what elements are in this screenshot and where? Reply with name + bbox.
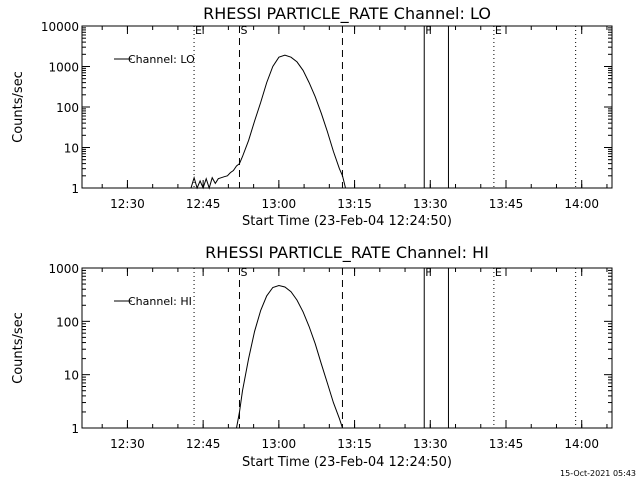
marker-label: E bbox=[495, 266, 502, 279]
y-tick-label: 10000 bbox=[41, 20, 79, 34]
marker-label: F bbox=[425, 24, 431, 37]
x-tick-label: 12:45 bbox=[186, 437, 221, 451]
x-tick-label: 13:00 bbox=[262, 197, 297, 211]
timestamp-label: 15-Oct-2021 05:43 bbox=[560, 469, 636, 478]
chart-title: RHESSI PARTICLE_RATE Channel: HI bbox=[205, 243, 489, 263]
x-tick-label: 13:00 bbox=[262, 437, 297, 451]
y-tick-label: 1 bbox=[71, 182, 79, 196]
x-tick-label: 12:45 bbox=[186, 197, 221, 211]
y-axis-label: Counts/sec bbox=[11, 71, 26, 143]
y-axis-label: Counts/sec bbox=[11, 312, 26, 384]
marker-label: S bbox=[240, 266, 247, 279]
x-axis-label: Start Time (23-Feb-04 12:24:50) bbox=[242, 455, 452, 470]
y-tick-label: 1000 bbox=[48, 61, 79, 75]
marker-label: F bbox=[425, 266, 431, 279]
x-tick-label: 13:15 bbox=[337, 197, 372, 211]
y-tick-label: 1000 bbox=[48, 262, 79, 276]
series-line bbox=[236, 284, 343, 429]
y-tick-label: 100 bbox=[56, 315, 79, 329]
plot-frame bbox=[81, 25, 613, 189]
y-tick-label: 1 bbox=[71, 422, 79, 436]
x-tick-label: 12:30 bbox=[110, 197, 145, 211]
x-tick-label: 13:30 bbox=[413, 437, 448, 451]
marker-label: S bbox=[240, 24, 247, 37]
x-tick-label: 12:30 bbox=[110, 437, 145, 451]
x-tick-label: 13:45 bbox=[489, 197, 524, 211]
legend-label: Channel: HI bbox=[128, 295, 192, 308]
x-tick-label: 13:30 bbox=[413, 197, 448, 211]
y-tick-label: 10 bbox=[64, 142, 79, 156]
x-tick-label: 14:00 bbox=[564, 437, 599, 451]
x-axis-label: Start Time (23-Feb-04 12:24:50) bbox=[242, 214, 452, 229]
y-tick-label: 10 bbox=[64, 369, 79, 383]
marker-label: E bbox=[195, 24, 202, 37]
x-tick-label: 13:15 bbox=[337, 437, 372, 451]
chart-title: RHESSI PARTICLE_RATE Channel: LO bbox=[203, 4, 491, 24]
marker-label: E bbox=[495, 24, 502, 37]
series-line bbox=[188, 54, 346, 190]
y-tick-label: 100 bbox=[56, 101, 79, 115]
channel-lo-panel: RHESSI PARTICLE_RATE Channel: LO Start Ti… bbox=[11, 4, 613, 229]
channel-hi-panel: RHESSI PARTICLE_RATE Channel: HI Start Ti… bbox=[11, 243, 613, 470]
legend-label: Channel: LO bbox=[128, 53, 195, 66]
x-tick-label: 13:45 bbox=[489, 437, 524, 451]
plot-frame bbox=[81, 267, 613, 429]
x-tick-label: 14:00 bbox=[564, 197, 599, 211]
